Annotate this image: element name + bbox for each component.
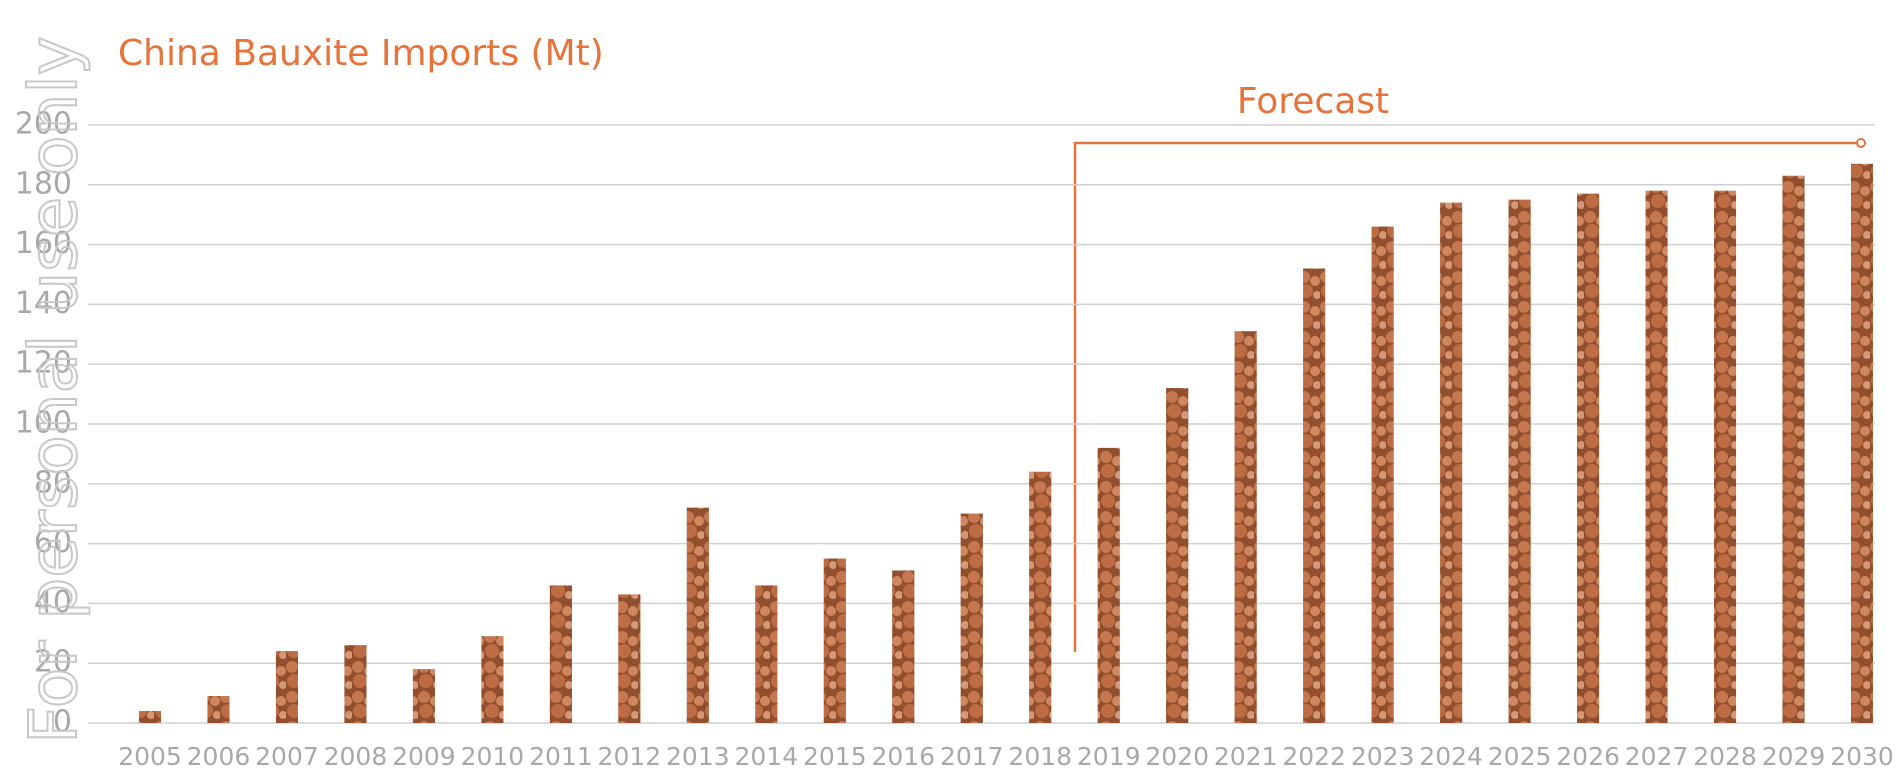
x-tick-label: 2022 [1282, 742, 1346, 771]
y-tick-label: 80 [34, 465, 72, 500]
bar-texture [1508, 199, 1531, 723]
bar-texture [481, 636, 504, 723]
x-tick-label: 2025 [1488, 742, 1552, 771]
x-tick-label: 2015 [803, 742, 867, 771]
x-tick-label: 2018 [1008, 742, 1072, 771]
y-tick-label: 100 [15, 406, 72, 441]
bar-texture [960, 513, 983, 723]
y-tick-label: 40 [34, 585, 72, 620]
bar-texture [1234, 331, 1257, 723]
bar-texture [1166, 388, 1189, 723]
bar-texture [1303, 268, 1326, 723]
forecast-bracket [1073, 141, 1858, 652]
bar-texture [755, 585, 778, 723]
bar-texture [1577, 193, 1600, 723]
bar-texture [207, 696, 230, 723]
annotation: Forecast [1237, 81, 1389, 122]
y-tick-label: 200 [15, 107, 72, 142]
bar-texture [412, 669, 435, 723]
bar-texture [344, 645, 367, 723]
x-tick-label: 2012 [598, 742, 662, 771]
y-tick-label: 0 [53, 705, 72, 740]
x-tick-label: 2027 [1625, 742, 1689, 771]
bracket-end [1856, 138, 1866, 148]
x-tick-label: 2016 [871, 742, 935, 771]
y-tick-label: 180 [15, 166, 72, 201]
bar-texture [1645, 190, 1668, 723]
x-tick-label: 2028 [1693, 742, 1757, 771]
bar-texture [892, 570, 915, 723]
x-tick-label: 2010 [461, 742, 525, 771]
x-tick-label: 2007 [255, 742, 319, 771]
chart-title: China Bauxite Imports (Mt) [118, 33, 604, 74]
x-tick-label: 2023 [1351, 742, 1415, 771]
x-tick-label: 2005 [118, 742, 182, 771]
x-tick-label: 2013 [666, 742, 730, 771]
watermark: For personal use only [15, 36, 92, 744]
bar-texture [1851, 163, 1873, 723]
x-tick-label: 2026 [1556, 742, 1620, 771]
y-tick-label: 160 [15, 226, 72, 261]
bar-texture [1440, 202, 1463, 724]
bar-texture [1029, 471, 1052, 723]
bar-texture [823, 558, 846, 723]
x-tick-label: 2006 [187, 742, 251, 771]
y-tick-label: 60 [34, 525, 72, 560]
bar-texture [1714, 190, 1737, 723]
x-tick-label: 2030 [1830, 742, 1894, 771]
x-tick-label: 2011 [529, 742, 593, 771]
y-tick-label: 140 [15, 286, 72, 321]
x-tick-label: 2008 [324, 742, 388, 771]
y-tick-label: 20 [34, 645, 72, 680]
x-tick-label: 2014 [735, 742, 799, 771]
x-tick-label: 2009 [392, 742, 456, 771]
x-tick-label: 2020 [1145, 742, 1209, 771]
x-tick-label: 2017 [940, 742, 1004, 771]
x-tick-label: 2024 [1419, 742, 1483, 771]
y-tick-label: 120 [15, 346, 72, 381]
bar-texture [139, 711, 161, 723]
x-tick-label: 2029 [1762, 742, 1826, 771]
bar-texture [1371, 226, 1394, 723]
bar-texture [686, 507, 709, 723]
x-tick-label: 2019 [1077, 742, 1141, 771]
bar-texture [549, 585, 572, 723]
bar-texture [1782, 175, 1805, 723]
bar-texture [1097, 447, 1120, 723]
bar-texture [275, 651, 298, 723]
bar-texture [618, 594, 641, 723]
x-tick-label: 2021 [1214, 742, 1278, 771]
